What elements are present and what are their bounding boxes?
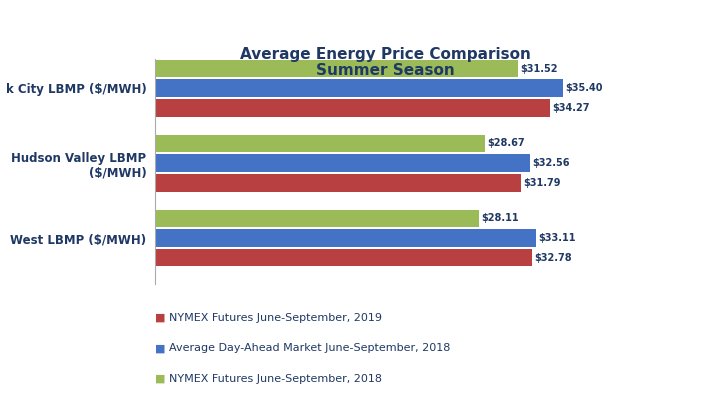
Text: $32.78: $32.78 <box>535 253 572 262</box>
Text: Summer Season: Summer Season <box>316 63 454 78</box>
Text: 12: 12 <box>680 18 702 33</box>
Text: Average Energy Price Comparison: Average Energy Price Comparison <box>240 47 531 62</box>
Bar <box>155 209 479 227</box>
Text: ■: ■ <box>155 313 166 323</box>
Bar <box>155 229 536 247</box>
Text: ■: ■ <box>155 374 166 384</box>
Text: $34.27: $34.27 <box>552 103 590 113</box>
Text: $32.56: $32.56 <box>532 158 570 168</box>
Text: $33.11: $33.11 <box>539 233 576 243</box>
Text: NYMEX Futures June-September, 2018: NYMEX Futures June-September, 2018 <box>169 374 382 384</box>
Bar <box>155 99 549 117</box>
Text: $28.67: $28.67 <box>487 139 525 149</box>
Text: $35.40: $35.40 <box>565 83 603 93</box>
Text: $31.52: $31.52 <box>521 64 558 74</box>
Bar <box>155 60 518 77</box>
Bar <box>155 134 485 152</box>
Bar <box>155 79 562 97</box>
Text: ■: ■ <box>155 343 166 353</box>
Bar <box>155 154 530 172</box>
Text: NYMEX Futures June-September, 2019: NYMEX Futures June-September, 2019 <box>169 313 382 323</box>
Bar <box>155 249 532 266</box>
Text: $28.11: $28.11 <box>481 213 518 224</box>
Text: $31.79: $31.79 <box>523 178 561 188</box>
Text: Average Day-Ahead Market June-September, 2018: Average Day-Ahead Market June-September,… <box>169 343 451 353</box>
Bar <box>155 174 521 192</box>
